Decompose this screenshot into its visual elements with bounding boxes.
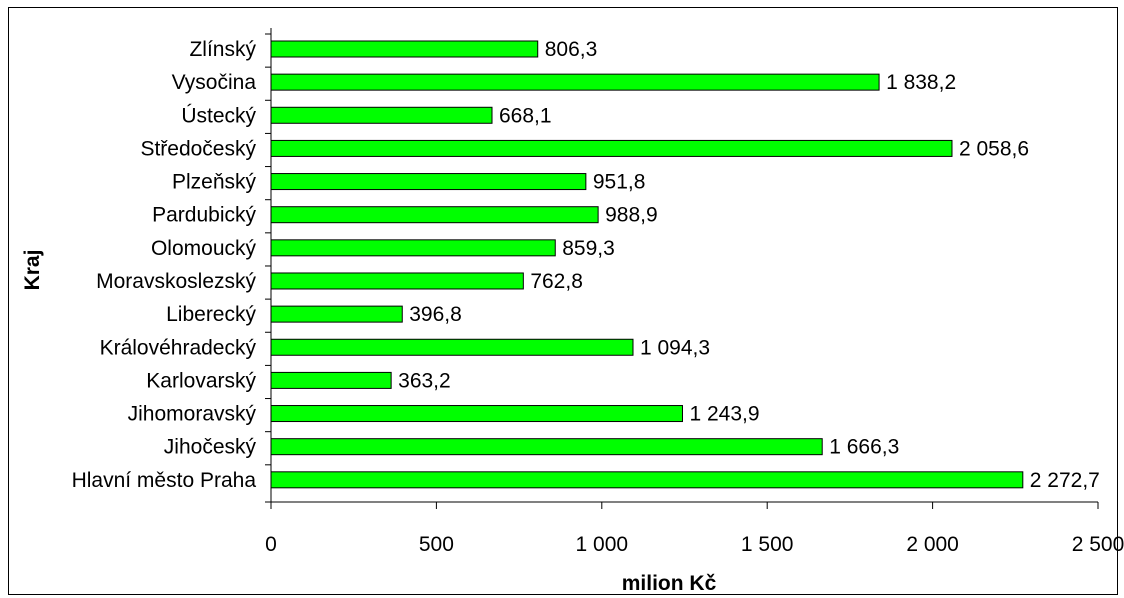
data-label: 762,8 <box>530 270 583 293</box>
data-label: 363,2 <box>398 369 451 392</box>
x-tick-label: 2 000 <box>906 533 959 556</box>
bar <box>270 73 880 91</box>
data-label: 806,3 <box>545 38 598 61</box>
bar <box>270 405 683 423</box>
data-label: 1 243,9 <box>689 403 759 426</box>
bar <box>270 371 392 389</box>
bar <box>270 239 556 257</box>
category-label: Hlavní město Praha <box>72 469 257 492</box>
category-label: Ústecký <box>181 104 256 127</box>
chart-frame <box>8 7 1118 595</box>
category-label: Jihomoravský <box>128 403 257 426</box>
category-labels: Zlínský Vysočina Ústecký Středočeský Plzeňsk… <box>72 38 257 492</box>
x-tick-label: 1 000 <box>576 533 629 556</box>
x-tick-label: 1 500 <box>741 533 794 556</box>
bar <box>270 471 1024 489</box>
bars <box>270 40 1024 489</box>
data-label: 2 272,7 <box>1030 469 1100 492</box>
x-tick-label: 0 <box>265 533 277 556</box>
y-axis-title: Kraj <box>21 250 44 291</box>
category-label: Královéhradecký <box>100 336 257 359</box>
bar <box>270 272 524 290</box>
category-label: Jihočeský <box>164 436 257 459</box>
bar <box>270 305 403 323</box>
data-label: 1 838,2 <box>886 71 956 94</box>
axes: 0 500 1 000 1 500 2 000 2 500 <box>265 28 1124 556</box>
bar <box>270 40 539 58</box>
x-axis-title: milion Kč <box>622 572 717 595</box>
bar <box>270 338 634 356</box>
category-label: Vysočina <box>172 71 257 94</box>
category-label: Liberecký <box>166 303 256 326</box>
bar <box>270 438 823 456</box>
data-label: 1 666,3 <box>829 436 899 459</box>
data-label: 1 094,3 <box>640 336 710 359</box>
bar <box>270 106 493 124</box>
data-labels: 806,3 1 838,2 668,1 2 058,6 951,8 988,9 859,3 7… <box>398 38 1100 492</box>
category-label: Středočeský <box>140 137 256 160</box>
category-label: Zlínský <box>189 38 256 61</box>
data-label: 396,8 <box>409 303 462 326</box>
bar <box>270 173 587 191</box>
category-label: Olomoucký <box>151 237 257 260</box>
bar <box>270 139 953 157</box>
bar <box>270 206 599 224</box>
data-label: 668,1 <box>499 104 552 127</box>
data-label: 859,3 <box>562 237 615 260</box>
category-label: Moravskoslezský <box>96 270 256 293</box>
category-label: Plzeňský <box>172 171 257 194</box>
category-label: Karlovarský <box>146 369 256 392</box>
category-label: Pardubický <box>152 204 256 227</box>
x-tick-label: 2 500 <box>1072 533 1124 556</box>
data-label: 951,8 <box>593 171 646 194</box>
data-label: 988,9 <box>605 204 658 227</box>
x-tick-label: 500 <box>419 533 454 556</box>
data-label: 2 058,6 <box>959 137 1029 160</box>
